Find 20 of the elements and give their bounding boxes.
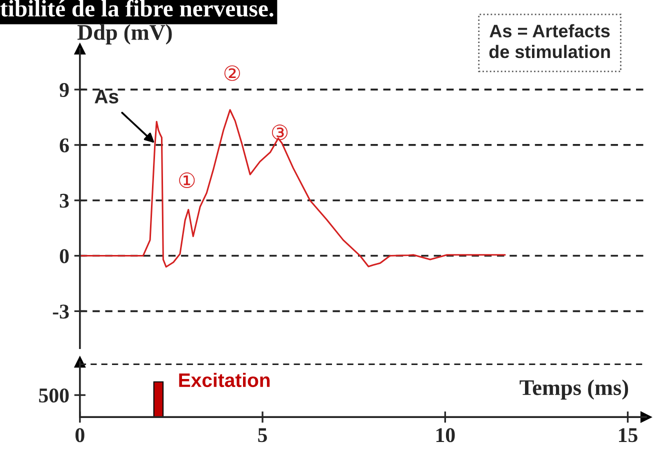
annotation: ① xyxy=(179,172,195,188)
y-tick-label: 6 xyxy=(60,138,69,152)
y-tick-label: 500 xyxy=(39,388,69,403)
annotation: Excitation xyxy=(179,372,270,388)
annotation: ③ xyxy=(272,124,288,140)
x-axis-title: Temps (ms) xyxy=(520,380,628,400)
y-tick-label: 3 xyxy=(60,194,69,208)
x-tick-label: 15 xyxy=(619,428,638,442)
chart-title: tibilité de la fibre nerveuse. xyxy=(0,0,274,17)
annotation: As = Artefacts de stimulation xyxy=(489,24,610,58)
y-tick-label: 0 xyxy=(60,249,69,264)
x-tick-label: 10 xyxy=(436,428,455,442)
y-axis-title: Ddp (mV) xyxy=(77,24,172,44)
annotation: ② xyxy=(224,65,240,81)
x-tick-label: 0 xyxy=(76,428,84,442)
y-tick-label: -3 xyxy=(52,304,69,319)
x-tick-label: 5 xyxy=(258,428,267,442)
y-tick-label: 9 xyxy=(60,82,69,97)
annotation: As xyxy=(94,90,118,104)
line-series xyxy=(80,109,506,268)
